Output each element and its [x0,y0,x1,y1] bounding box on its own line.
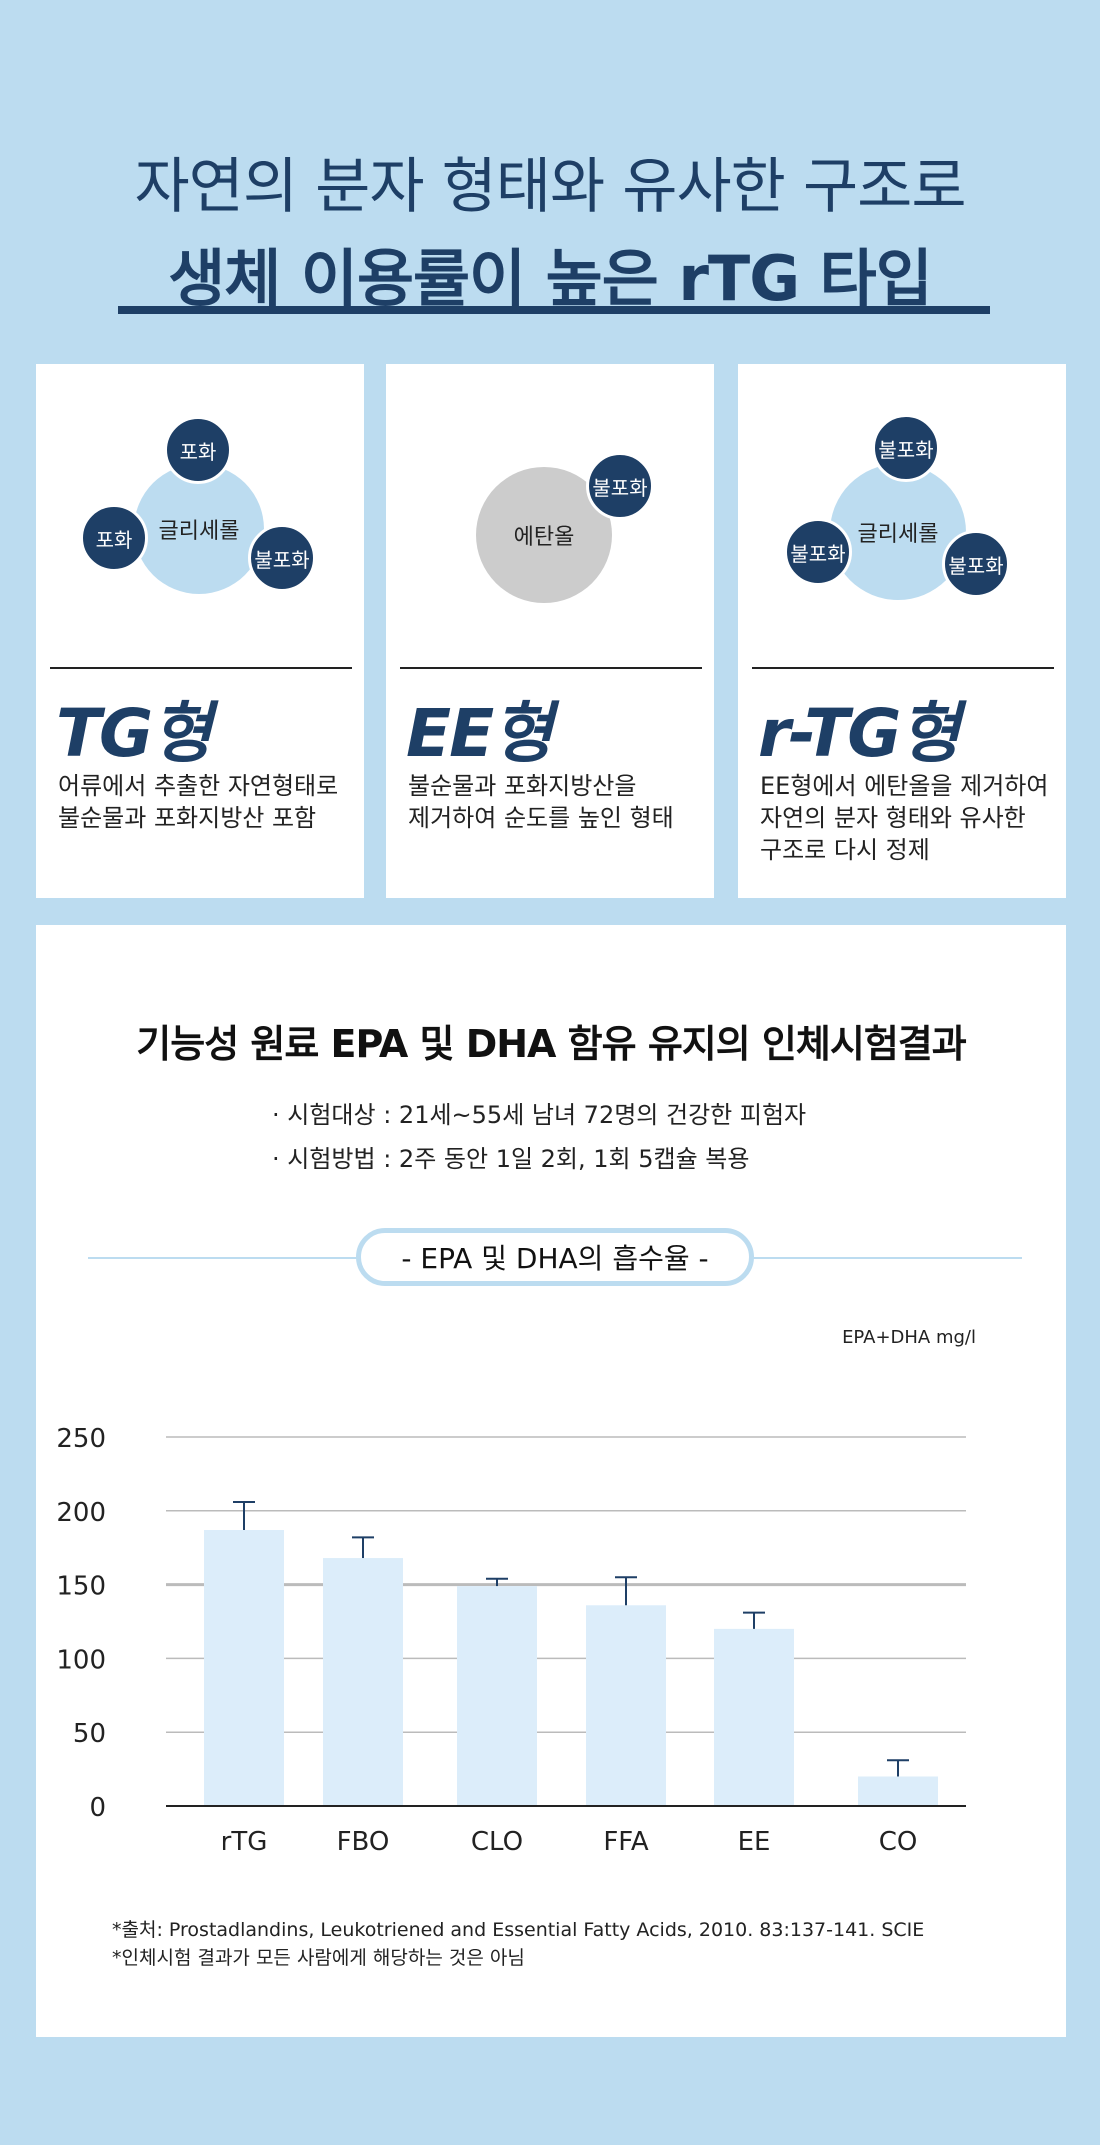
x-tick-label: CO [879,1827,918,1857]
saturated-circle-left: 포화 [80,504,148,572]
card-ee: 에탄올 불포화 EE형 불순물과 포화지방산을 제거하여 순도를 높인 형태 [386,364,714,898]
glycerol-circle: 글리세롤 [830,464,966,600]
bar-ee [714,1628,794,1806]
desc-line: 자연의 분자 형태와 유사한 [760,804,1026,832]
y-tick-label: 250 [56,1424,106,1454]
card-description: 어류에서 추출한 자연형태로 불순물과 포화지방산 포함 [58,770,354,834]
unsaturated-circle-right: 불포화 [942,530,1010,598]
bar-clo [457,1586,537,1806]
bar-rtg [204,1529,284,1806]
x-tick-label: EE [738,1827,771,1857]
y-tick-label: 100 [56,1645,106,1675]
bar-fbo [323,1558,403,1806]
x-tick-label: FBO [337,1827,390,1857]
study-title: 기능성 원료 EPA 및 DHA 함유 유지의 인체시험결과 [136,1022,966,1066]
bar-ffa [586,1605,666,1806]
card-divider [400,667,702,669]
x-tick-label: CLO [471,1827,523,1857]
study-card: 기능성 원료 EPA 및 DHA 함유 유지의 인체시험결과 · 시험대상 : … [36,925,1066,2037]
glycerol-circle: 글리세롤 [134,464,264,594]
desc-line: EE형에서 에탄올을 제거하여 [760,772,1049,800]
card-divider [752,667,1054,669]
card-rtg: 글리세롤 불포화 불포화 불포화 r-TG형 EE형에서 에탄올을 제거하여 자… [738,364,1066,898]
desc-line: 불순물과 포화지방산을 [408,772,637,800]
y-unit-label: EPA+DHA mg/l [842,1327,976,1348]
absorption-bar-chart: 0 50 100 150 200 250 rTG FBO CLO FFA EE CO [56,1424,966,1857]
x-tick-label: rTG [221,1827,268,1857]
type-label: EE형 [406,695,553,772]
y-tick-label: 150 [56,1572,106,1602]
type-label: r-TG형 [758,695,960,772]
type-label: TG형 [56,695,212,772]
card-description: 불순물과 포화지방산을 제거하여 순도를 높인 형태 [408,770,704,834]
y-tick-label: 0 [89,1793,106,1823]
desc-line: 제거하여 순도를 높인 형태 [408,804,674,832]
desc-line: 구조로 다시 정제 [760,836,930,864]
bullet-method: · 시험방법 : 2주 동안 1일 2회, 1회 5캡슐 복용 [272,1145,750,1173]
header-line1: 자연의 분자 형태와 유사한 구조로 [134,152,966,222]
card-divider [50,667,352,669]
desc-line: 어류에서 추출한 자연형태로 [58,772,339,800]
source-note: *출처: Prostadlandins, Leukotriened and Es… [112,1919,925,1941]
saturated-circle-top: 포화 [164,416,232,484]
unsaturated-circle-top: 불포화 [872,414,940,482]
unsaturated-circle-left: 불포화 [784,518,852,586]
x-tick-label: FFA [603,1827,649,1857]
y-tick-label: 50 [73,1719,106,1749]
unsaturated-circle-right: 불포화 [248,524,316,592]
y-tick-label: 200 [56,1498,106,1528]
desc-line: 불순물과 포화지방산 포함 [58,804,317,832]
bar-co [858,1776,938,1806]
header-line2: 생체 이용률이 높은 rTG 타입 [168,242,933,315]
header-underline [118,306,990,314]
card-tg: 글리세롤 포화 포화 불포화 TG형 어류에서 추출한 자연형태로 불순물과 포… [36,364,364,898]
bullet-subjects: · 시험대상 : 21세~55세 남녀 72명의 건강한 피험자 [272,1101,807,1129]
chart-heading-pill: - EPA 및 DHA의 흡수율 - [356,1228,754,1286]
unsaturated-circle: 불포화 [586,452,654,520]
card-description: EE형에서 에탄올을 제거하여 자연의 분자 형태와 유사한 구조로 다시 정제 [760,770,1056,866]
disclaimer-note: *인체시험 결과가 모든 사람에게 해당하는 것은 아님 [112,1947,525,1969]
